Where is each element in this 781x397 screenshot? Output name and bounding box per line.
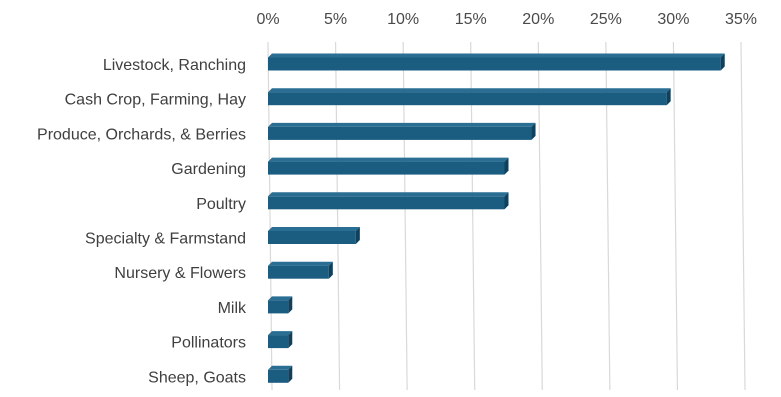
category-label-2: Produce, Orchards, & Berries xyxy=(37,126,246,143)
bar-top-face xyxy=(268,157,509,162)
bar-3 xyxy=(268,157,509,175)
gridline-6 xyxy=(672,41,679,391)
bar-top-face xyxy=(268,122,536,127)
bar-front-face xyxy=(268,300,289,314)
x-tick-label-6: 30% xyxy=(657,11,689,28)
bar-front-face xyxy=(268,265,329,279)
bar-front-face xyxy=(268,161,505,175)
category-label-9: Sheep, Goats xyxy=(148,369,246,386)
bar-side-face xyxy=(288,296,293,314)
bar-top-face xyxy=(268,53,725,58)
category-label-8: Pollinators xyxy=(171,335,246,352)
category-label-5: Specialty & Farmstand xyxy=(85,231,246,248)
bar-side-face xyxy=(288,365,293,383)
bar-side-face xyxy=(328,261,333,279)
x-tick-label-0: 0% xyxy=(256,11,279,28)
category-label-1: Cash Crop, Farming, Hay xyxy=(65,92,246,109)
bar-7 xyxy=(268,296,293,314)
bar-2 xyxy=(268,122,536,140)
x-tick-label-3: 15% xyxy=(455,11,487,28)
x-tick-label-2: 10% xyxy=(387,11,419,28)
x-tick-label-1: 5% xyxy=(324,11,347,28)
bar-top-face xyxy=(268,227,360,231)
category-label-3: Gardening xyxy=(171,161,246,178)
bar-front-face xyxy=(268,126,532,140)
bar-side-face xyxy=(531,122,536,140)
bar-top-face xyxy=(268,365,293,370)
bar-front-face xyxy=(268,57,721,71)
bar-8 xyxy=(268,331,293,349)
bar-6 xyxy=(268,261,333,279)
bar-side-face xyxy=(504,157,509,175)
gridline-7 xyxy=(740,41,746,391)
bar-side-face xyxy=(504,192,509,210)
bar-side-face xyxy=(720,53,725,71)
bar-side-face xyxy=(355,227,360,244)
bar-9 xyxy=(268,365,293,383)
bar-front-face xyxy=(268,196,505,210)
bar-side-face xyxy=(666,88,671,106)
x-tick-label-4: 20% xyxy=(522,11,554,28)
bar-top-face xyxy=(268,331,293,336)
bar-top-face xyxy=(268,88,671,93)
bar-0 xyxy=(268,53,725,71)
bar-front-face xyxy=(268,369,289,383)
bar-4 xyxy=(268,192,509,210)
category-label-4: Poultry xyxy=(196,196,246,213)
category-label-0: Livestock, Ranching xyxy=(103,57,246,74)
x-tick-label-7: 35% xyxy=(725,11,757,28)
bar-front-face xyxy=(268,335,289,349)
x-tick-label-5: 25% xyxy=(590,11,622,28)
bar-top-face xyxy=(268,296,293,301)
bar-front-face xyxy=(268,231,356,244)
bar-5 xyxy=(268,227,360,244)
bar-front-face xyxy=(268,92,667,106)
bar-side-face xyxy=(288,331,293,349)
bar-top-face xyxy=(268,192,509,197)
category-label-6: Nursery & Flowers xyxy=(114,265,246,282)
category-label-7: Milk xyxy=(218,300,247,317)
bar-1 xyxy=(268,88,671,106)
bar-top-face xyxy=(268,261,333,266)
